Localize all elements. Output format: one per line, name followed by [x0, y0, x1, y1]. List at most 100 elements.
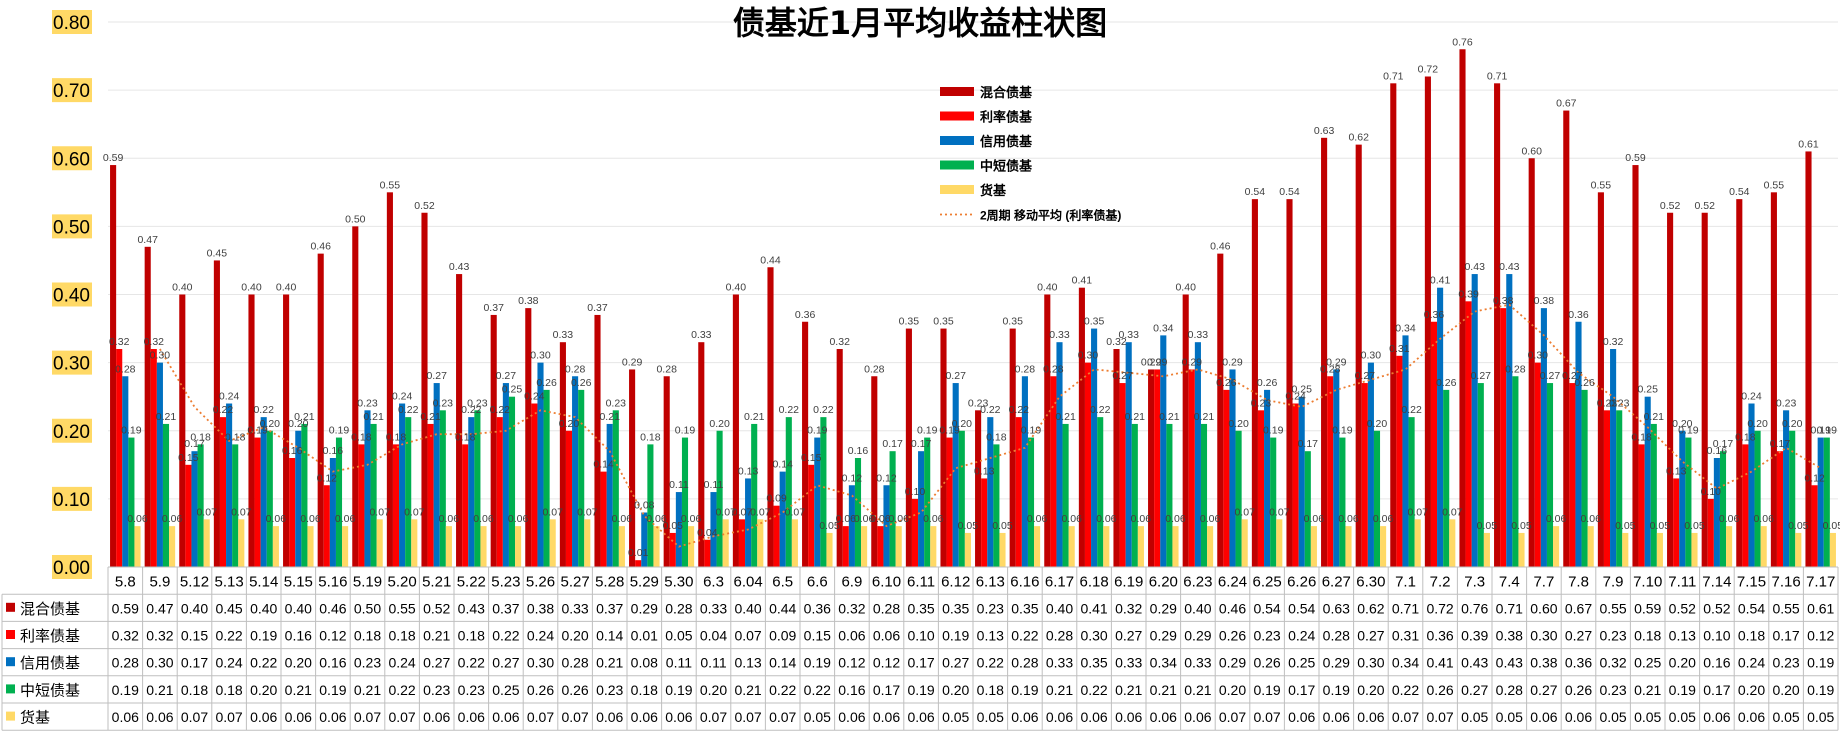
- table-cell: 0.05: [1599, 709, 1626, 725]
- data-label: 0.29: [622, 356, 643, 368]
- bar: [238, 519, 245, 567]
- data-label: 0.33: [553, 329, 574, 341]
- table-legend-key: [6, 711, 15, 721]
- data-label: 0.52: [414, 200, 435, 212]
- bar: [490, 314, 497, 567]
- table-cell: 0.05: [1634, 709, 1661, 725]
- table-cell: 0.35: [1080, 655, 1107, 671]
- bar: [1616, 410, 1623, 567]
- data-label: 0.21: [744, 411, 765, 423]
- bar: [502, 383, 509, 567]
- bar: [496, 417, 503, 567]
- data-label: 0.21: [156, 411, 177, 423]
- table-cell: 0.19: [1253, 682, 1280, 698]
- bar: [785, 417, 792, 567]
- bar: [1575, 321, 1582, 567]
- table-cell: 0.30: [1080, 628, 1107, 644]
- bar: [439, 410, 446, 567]
- data-label: 0.40: [1175, 282, 1196, 294]
- table-cell: 0.11: [700, 655, 726, 671]
- data-label: 0.32: [829, 336, 850, 348]
- bar: [1528, 158, 1535, 567]
- bar: [1829, 532, 1836, 567]
- data-label: 0.40: [1037, 282, 1058, 294]
- table-cell: 0.07: [734, 709, 761, 725]
- table-cell: 0.18: [1634, 628, 1661, 644]
- table-cell: 0.07: [769, 709, 796, 725]
- table-cell: 0.26: [527, 682, 554, 698]
- data-label: 0.24: [524, 391, 545, 403]
- table-cell: 0.55: [388, 600, 415, 616]
- data-label: 0.30: [1078, 350, 1099, 362]
- category-label: 5.30: [664, 574, 693, 591]
- data-label: 0.23: [1776, 397, 1797, 409]
- bar: [1581, 389, 1588, 567]
- table-cell: 0.21: [1046, 682, 1073, 698]
- table-cell: 0.40: [734, 600, 761, 616]
- bar: [1078, 287, 1085, 567]
- bar: [1760, 526, 1767, 567]
- ytick-highlight: [52, 350, 92, 375]
- data-label: 0.06: [1131, 513, 1152, 525]
- bar: [1471, 274, 1478, 567]
- bar: [1465, 301, 1472, 567]
- data-label: 0.12: [1804, 472, 1825, 484]
- data-label: 0.43: [449, 261, 470, 273]
- data-label: 0.27: [1471, 370, 1492, 382]
- bar: [1553, 526, 1560, 567]
- bar: [1512, 376, 1519, 567]
- table-series-name: 货基: [20, 710, 50, 727]
- bar: [248, 294, 255, 567]
- data-label: 0.19: [939, 425, 960, 437]
- bar: [1477, 383, 1484, 567]
- table-cell: 0.07: [354, 709, 381, 725]
- bar: [606, 423, 613, 567]
- data-label: 0.23: [606, 397, 627, 409]
- data-label: 0.28: [656, 363, 677, 375]
- ytick-label: 0.10: [53, 490, 90, 511]
- bar: [1333, 369, 1340, 567]
- data-label: 0.20: [1367, 418, 1388, 430]
- table-cell: 0.07: [181, 709, 208, 725]
- table-cell: 0.55: [1599, 600, 1626, 616]
- table-cell: 0.08: [631, 655, 658, 671]
- table-cell: 0.27: [942, 655, 969, 671]
- data-label: 0.20: [1782, 418, 1803, 430]
- bar: [1015, 417, 1022, 567]
- table-cell: 0.27: [1357, 628, 1384, 644]
- table-cell: 0.33: [1115, 655, 1142, 671]
- bar: [698, 342, 705, 567]
- data-label: 0.37: [587, 302, 608, 314]
- y-axis: 0.00 0.10 0.20 0.30 0.40 0.50 0.60 0.70 0.80: [52, 10, 92, 579]
- bar: [203, 519, 210, 567]
- table-cell: 0.07: [388, 709, 415, 725]
- table-cell: 0.32: [112, 628, 139, 644]
- bar: [1603, 410, 1611, 567]
- bar: [877, 526, 884, 567]
- table-cell: 0.01: [631, 628, 658, 644]
- data-label: 0.22: [213, 404, 234, 416]
- data-label: 0.34: [1395, 322, 1416, 334]
- bar: [1084, 362, 1092, 567]
- table-cell: 0.22: [492, 628, 519, 644]
- table-cell: 0.21: [1184, 682, 1211, 698]
- table-cell: 0.17: [873, 682, 900, 698]
- table-cell: 0.06: [665, 709, 692, 725]
- data-label: 0.41: [1072, 275, 1093, 287]
- table-cell: 0.22: [1011, 628, 1038, 644]
- bar: [301, 423, 308, 567]
- category-label: 5.27: [560, 574, 589, 591]
- data-label: 0.29: [1182, 356, 1203, 368]
- table-cell: 0.23: [1599, 682, 1626, 698]
- data-label: 0.18: [640, 431, 661, 443]
- bar: [1742, 444, 1749, 567]
- bar: [1062, 423, 1069, 567]
- bar: [757, 519, 764, 567]
- table-cell: 0.19: [665, 682, 692, 698]
- table-cell: 0.18: [1738, 628, 1765, 644]
- table-cell: 0.54: [1288, 600, 1315, 616]
- table-cell: 0.19: [1807, 682, 1834, 698]
- bar: [987, 417, 994, 567]
- table-cell: 0.29: [1323, 655, 1350, 671]
- data-label: 0.28: [1320, 363, 1341, 375]
